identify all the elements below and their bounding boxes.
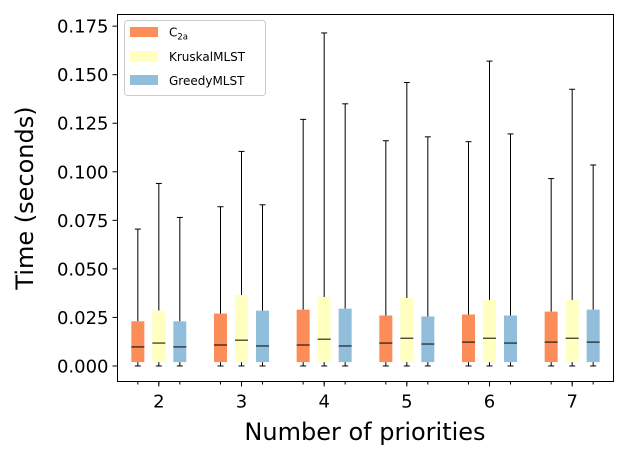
legend-frame: [124, 20, 266, 96]
box-greedymlst-4: [338, 103, 352, 367]
x-axis-label: Number of priorities: [244, 418, 485, 446]
y-tick-label: 0.150: [57, 65, 109, 86]
box-body: [462, 314, 475, 363]
y-tick-label: 0.175: [57, 17, 109, 38]
box-c-6: [462, 141, 475, 367]
x-tick-label: 3: [236, 392, 247, 413]
y-tick-label: 0.000: [57, 356, 109, 377]
box-body: [152, 310, 166, 363]
box-body: [565, 299, 579, 363]
legend: C2a KruskalMLST GreedyMLST: [124, 20, 266, 96]
box-body: [173, 321, 187, 363]
box-body: [214, 313, 227, 363]
box-c-3: [214, 206, 227, 367]
box-greedymlst-6: [504, 133, 517, 367]
box-greedymlst-3: [256, 204, 269, 367]
x-axis: 2 3 4 5 6 7: [137, 381, 594, 413]
y-tick-label: 0.025: [57, 308, 109, 329]
box-c-2: [131, 228, 145, 367]
box-body: [421, 316, 435, 363]
box-body: [296, 309, 310, 363]
y-tick-label: 0.125: [57, 114, 109, 135]
y-tick-label: 0.075: [57, 211, 109, 232]
box-kruskalmlst-5: [400, 81, 414, 367]
x-tick-label: 2: [153, 392, 164, 413]
box-greedymlst-7: [586, 164, 600, 367]
plot-frame: [117, 14, 614, 382]
box-body: [235, 295, 248, 363]
box-body: [338, 308, 352, 363]
box-kruskalmlst-4: [317, 32, 331, 367]
x-tick-label: 4: [318, 392, 329, 413]
box-body: [544, 311, 558, 363]
y-axis: 0.000 0.025 0.050 0.075 0.100 0.125 0.150 0.175: [57, 17, 118, 377]
box-body: [586, 309, 600, 363]
box-c-7: [544, 178, 558, 367]
box-body: [131, 321, 145, 363]
box-body: [256, 310, 269, 363]
legend-label-c2a: C2a: [169, 26, 188, 43]
box-greedymlst-2: [173, 216, 187, 367]
box-kruskalmlst-7: [565, 88, 579, 367]
y-axis-label: Time (seconds): [11, 106, 39, 290]
legend-label-kruskalmlst: KruskalMLST: [169, 50, 246, 64]
x-tick-label: 7: [566, 392, 577, 413]
box-greedymlst-5: [421, 136, 435, 367]
x-tick-label: 6: [484, 392, 495, 413]
legend-label-greedymlst: GreedyMLST: [169, 74, 245, 88]
legend-swatch-c2a: [130, 27, 158, 37]
x-tick-label: 5: [401, 392, 412, 413]
legend-swatch-kruskalmlst: [130, 51, 158, 61]
box-kruskalmlst-3: [235, 150, 248, 367]
boxes-layer: [131, 32, 600, 367]
box-body: [504, 315, 517, 363]
y-tick-label: 0.100: [57, 162, 109, 183]
box-body: [379, 315, 393, 363]
box-body: [400, 298, 414, 363]
y-tick-label: 0.050: [57, 259, 109, 280]
box-body: [317, 297, 331, 363]
box-kruskalmlst-6: [483, 60, 496, 367]
box-c-5: [379, 140, 393, 367]
box-kruskalmlst-2: [152, 182, 166, 367]
box-body: [483, 299, 496, 363]
box-c-4: [296, 118, 310, 367]
legend-swatch-greedymlst: [130, 75, 158, 85]
